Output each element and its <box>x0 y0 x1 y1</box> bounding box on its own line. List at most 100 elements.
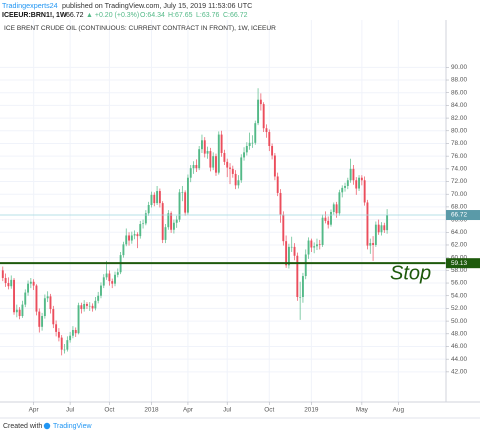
candle-body <box>287 246 290 266</box>
candle-body <box>94 300 97 309</box>
candle-body <box>262 104 265 129</box>
candle-body <box>352 168 355 181</box>
candle-body <box>189 168 192 178</box>
stop-price-box <box>446 258 480 269</box>
candle-body <box>198 149 201 169</box>
candle-body <box>257 99 260 124</box>
candle-body <box>229 167 231 169</box>
candle-body <box>144 213 147 224</box>
candle-body <box>77 305 80 334</box>
candle-body <box>181 192 184 193</box>
candle-body <box>88 305 91 307</box>
candle-body <box>35 285 38 312</box>
candle-body <box>156 191 159 204</box>
candle-body <box>158 191 161 204</box>
candle-body <box>259 99 262 105</box>
candle-body <box>313 246 316 248</box>
candle-body <box>74 329 77 334</box>
candle-body <box>195 165 198 169</box>
y-tick-label: 88.00 <box>451 77 467 84</box>
candle-body <box>212 156 215 168</box>
y-tick-label: 60.00 <box>451 254 467 261</box>
chart-title: ICE BRENT CRUDE OIL (CONTINUOUS: CURRENT… <box>4 25 276 32</box>
y-tick-label: 44.00 <box>451 356 467 363</box>
candle-body <box>128 235 130 241</box>
candle-body <box>52 309 55 325</box>
candle-body <box>175 219 178 223</box>
y-tick-label: 80.00 <box>451 127 467 134</box>
candle-body <box>282 214 285 242</box>
y-tick-label: 56.00 <box>451 280 467 287</box>
candle-body <box>316 244 318 247</box>
candle-body <box>268 132 271 147</box>
candle-body <box>330 211 332 225</box>
candle-body <box>209 151 212 168</box>
candle-body <box>4 277 7 284</box>
candle-body <box>38 311 41 327</box>
y-tick-label: 86.00 <box>451 89 467 96</box>
candle-body <box>363 180 366 203</box>
candle-body <box>245 146 248 153</box>
candle-body <box>341 187 344 193</box>
candle-body <box>344 185 346 188</box>
x-tick-label: Jul <box>223 407 231 414</box>
candle-body <box>293 246 296 256</box>
candle-body <box>167 213 170 228</box>
candle-body <box>324 217 327 221</box>
candle-body <box>223 152 226 162</box>
candle-body <box>105 273 108 278</box>
y-tick-label: 72.00 <box>451 178 467 185</box>
y-tick-label: 82.00 <box>451 115 467 122</box>
candle-body <box>57 331 60 338</box>
x-tick-label: 2019 <box>304 407 319 414</box>
footer-text: Created with <box>3 423 42 430</box>
ohlc-high: H:67.65 <box>168 12 193 19</box>
candle-body <box>29 281 32 284</box>
candle-body <box>369 243 372 246</box>
candle-body <box>307 240 310 255</box>
candle-body <box>243 152 245 158</box>
candle-body <box>69 335 72 341</box>
candle-body <box>386 215 389 231</box>
candle-body <box>327 220 330 225</box>
candle-body <box>15 309 18 313</box>
ohlc-low: L:63.76 <box>196 12 219 19</box>
footer-brand[interactable]: TradingView <box>53 423 92 430</box>
candle-body <box>374 224 377 245</box>
candle-body <box>301 276 304 297</box>
candle-body <box>186 177 189 213</box>
y-tick-label: 74.00 <box>451 166 467 173</box>
y-tick-label: 84.00 <box>451 102 467 109</box>
candle-body <box>251 142 254 144</box>
candle-body <box>349 168 352 181</box>
last-price-box <box>446 210 480 221</box>
y-tick-label: 62.00 <box>451 242 467 249</box>
y-tick-label: 58.00 <box>451 267 467 274</box>
candle-body <box>372 243 375 245</box>
y-tick-label: 50.00 <box>451 318 467 325</box>
candle-body <box>335 204 338 214</box>
x-tick-label: Oct <box>264 407 274 414</box>
candle-body <box>66 340 69 350</box>
candle-body <box>234 173 237 186</box>
candle-body <box>296 255 299 297</box>
y-tick-label: 70.00 <box>451 191 467 198</box>
candle-body <box>114 274 116 284</box>
candle-body <box>100 285 102 296</box>
ohlc-close: C:66.72 <box>223 12 248 19</box>
y-tick-label: 76.00 <box>451 153 467 160</box>
plot <box>0 20 446 402</box>
stop-annotation: Stop <box>390 262 431 284</box>
candle-body <box>41 316 44 327</box>
x-tick-label: Aug <box>393 407 405 414</box>
candle-body <box>139 224 142 237</box>
author[interactable]: Tradingexperts24 <box>2 1 58 10</box>
ohlc-open: O:64.34 <box>140 12 165 19</box>
candle-body <box>170 213 173 230</box>
candle-body <box>279 192 282 215</box>
candle-body <box>125 235 128 245</box>
candle-body <box>383 225 386 231</box>
candle-body <box>18 309 21 317</box>
